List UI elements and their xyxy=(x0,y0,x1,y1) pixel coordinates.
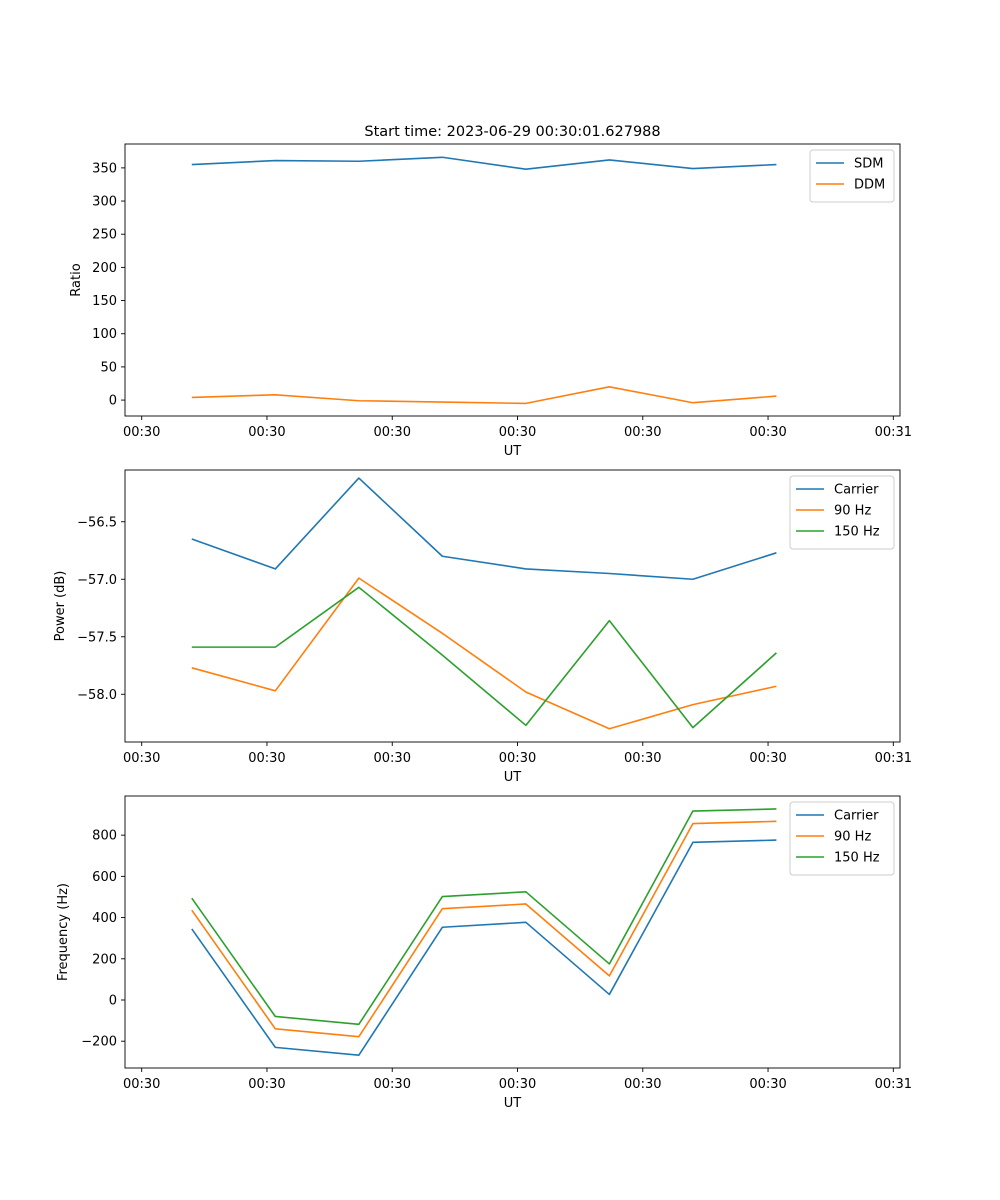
x-tick-label: 00:30 xyxy=(624,1077,661,1092)
axes-frame xyxy=(124,795,901,1069)
y-tick-label: 0 xyxy=(109,394,117,409)
x-tick-label: 00:30 xyxy=(749,425,786,440)
y-tick-label: 250 xyxy=(92,228,117,243)
y-axis-label: Frequency (Hz) xyxy=(56,883,71,981)
x-tick-label: 00:30 xyxy=(248,1077,285,1092)
x-tick-label: 00:30 xyxy=(123,425,160,440)
x-tick-label: 00:30 xyxy=(374,1077,411,1092)
x-tick-label: 00:30 xyxy=(749,1077,786,1092)
y-axis-label: Power (dB) xyxy=(53,571,68,642)
legend-label: 90 Hz xyxy=(834,504,871,519)
y-tick-label: −56.5 xyxy=(77,515,117,530)
legend: Carrier 90 Hz 150 Hz xyxy=(789,801,895,876)
y-tick-label: 200 xyxy=(92,261,117,276)
legend: Carrier 90 Hz 150 Hz xyxy=(789,475,895,550)
series-line-sdm xyxy=(191,156,777,171)
y-tick-label: 400 xyxy=(92,911,117,926)
legend-label: 90 Hz xyxy=(834,830,871,845)
x-tick-label: 00:30 xyxy=(499,1077,536,1092)
y-tick-label: 200 xyxy=(92,952,117,967)
y-tick-label: −200 xyxy=(81,1035,117,1050)
series-line-carrier xyxy=(191,839,777,1057)
series-line-90-hz xyxy=(191,820,777,1038)
x-tick-label: 00:30 xyxy=(248,751,285,766)
legend: SDM DDM xyxy=(809,149,895,203)
y-tick-label: −58.0 xyxy=(77,688,117,703)
figure-title: Start time: 2023-06-29 00:30:01.627988 xyxy=(364,124,660,140)
legend-label: 150 Hz xyxy=(834,851,880,866)
x-tick-label: 00:30 xyxy=(374,425,411,440)
x-tick-label: 00:31 xyxy=(875,1077,912,1092)
legend-label: DDM xyxy=(854,178,885,193)
legend-label: SDM xyxy=(854,157,883,172)
series-line-carrier xyxy=(191,477,777,581)
y-axis-label: Ratio xyxy=(69,263,84,296)
y-tick-label: −57.0 xyxy=(77,573,117,588)
x-tick-label: 00:30 xyxy=(624,751,661,766)
x-tick-label: 00:30 xyxy=(123,751,160,766)
y-tick-label: −57.5 xyxy=(77,630,117,645)
x-tick-label: 00:30 xyxy=(624,425,661,440)
y-tick-label: 50 xyxy=(100,360,117,375)
x-tick-label: 00:31 xyxy=(875,751,912,766)
y-tick-label: 150 xyxy=(92,294,117,309)
axes-frame xyxy=(124,143,901,417)
y-tick-label: 800 xyxy=(92,829,117,844)
series-line-150-hz xyxy=(191,586,777,729)
legend-label: 150 Hz xyxy=(834,525,880,540)
legend-label: Carrier xyxy=(834,483,879,498)
subplot-1: 00:30 00:30 00:30 00:30 00:30 00:30 00:31 0 50 10… xyxy=(69,143,912,459)
series-line-ddm xyxy=(191,386,777,405)
x-tick-label: 00:30 xyxy=(749,751,786,766)
subplot-2: 00:30 00:30 00:30 00:30 00:30 00:30 00:31 −58.0… xyxy=(53,469,912,785)
x-tick-label: 00:31 xyxy=(875,425,912,440)
x-tick-label: 00:30 xyxy=(374,751,411,766)
series-line-90-hz xyxy=(191,577,777,730)
x-tick-label: 00:30 xyxy=(123,1077,160,1092)
y-tick-label: 300 xyxy=(92,195,117,210)
y-tick-label: 0 xyxy=(109,994,117,1009)
y-tick-label: 350 xyxy=(92,161,117,176)
series-line-150-hz xyxy=(191,808,777,1026)
x-axis-label: UT xyxy=(504,770,522,785)
y-tick-label: 600 xyxy=(92,870,117,885)
y-tick-label: 100 xyxy=(92,327,117,342)
x-tick-label: 00:30 xyxy=(499,425,536,440)
x-tick-label: 00:30 xyxy=(248,425,285,440)
axes-frame xyxy=(124,469,901,743)
subplot-3: 00:30 00:30 00:30 00:30 00:30 00:30 00:31 −200 0… xyxy=(56,795,912,1111)
x-tick-label: 00:30 xyxy=(499,751,536,766)
x-axis-label: UT xyxy=(504,1096,522,1111)
legend-label: Carrier xyxy=(834,809,879,824)
x-axis-label: UT xyxy=(504,444,522,459)
